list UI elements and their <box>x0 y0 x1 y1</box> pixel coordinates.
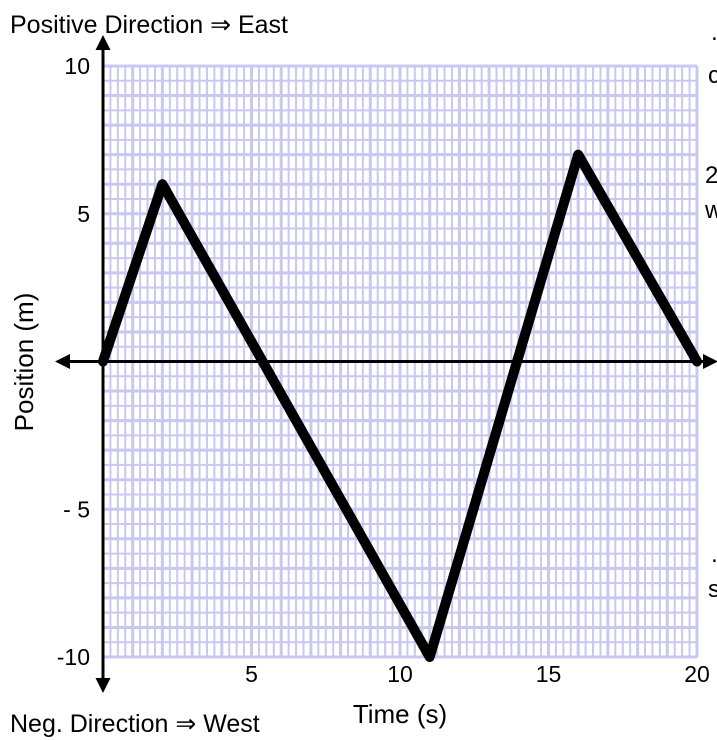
x-tick-label: 10 <box>387 661 413 687</box>
x-tick-label: 5 <box>245 661 258 687</box>
cropped-text-1: … <box>710 19 717 46</box>
y-tick-label: 5 <box>77 201 90 227</box>
x-axis-label: Time (s) <box>353 699 447 729</box>
x-tick-label: 15 <box>536 661 562 687</box>
y-axis-label: Position (m) <box>9 293 39 432</box>
y-tick-label: 10 <box>64 53 90 79</box>
cropped-text-5: … <box>710 541 717 568</box>
x-tick-label: 20 <box>684 661 710 687</box>
cropped-text-2: c <box>708 62 717 89</box>
series-group <box>98 149 702 662</box>
cropped-text-3: 2 <box>705 162 717 189</box>
y-tick-label: -10 <box>57 644 90 670</box>
chart-subtitle: Neg. Direction ⇒ West <box>10 710 260 738</box>
chart-title: Positive Direction ⇒ East <box>10 11 288 39</box>
y-tick-label: - 5 <box>63 496 90 522</box>
tick-labels: 5 10 15 20 10 5 - 5 -10 <box>57 53 710 687</box>
series-line <box>98 149 702 662</box>
cropped-text-6: s <box>708 576 717 603</box>
cropped-text-4: w <box>704 197 717 224</box>
